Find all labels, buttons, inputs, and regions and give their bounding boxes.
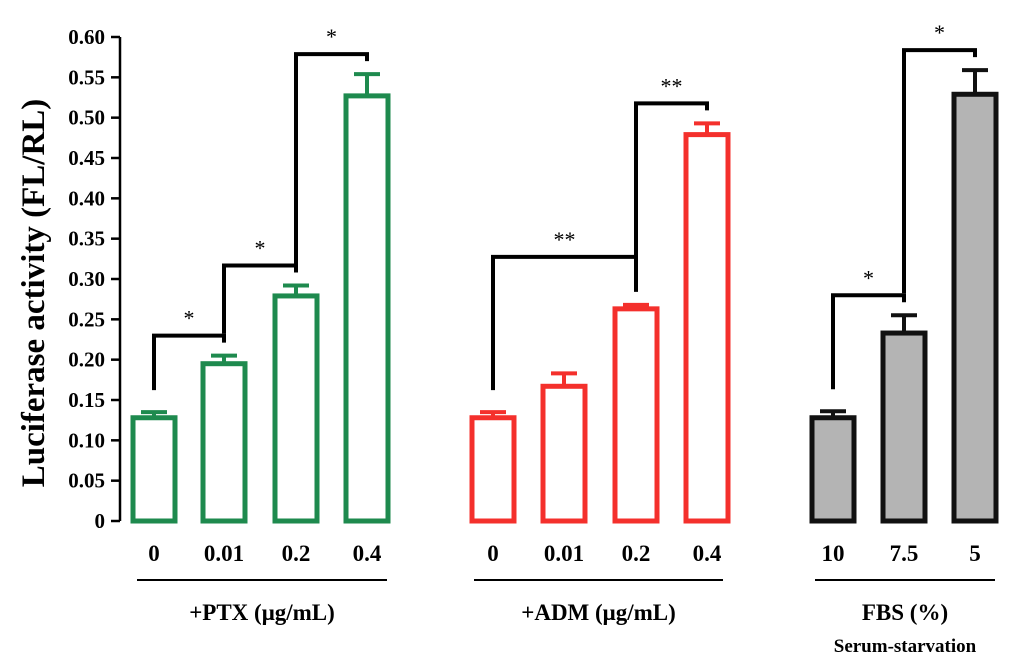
y-tick-label: 0.25 bbox=[68, 307, 105, 331]
y-axis: 0 0.05 0.10 0.15 0.20 0.25 0.30 0.35 0.40 0.45 0.5… bbox=[68, 25, 122, 533]
significance-label: ** bbox=[661, 73, 683, 98]
x-tick-label: 0 bbox=[487, 541, 499, 566]
significance-bracket bbox=[152, 333, 226, 391]
x-tick-label: 0.4 bbox=[353, 541, 382, 566]
y-tick-label: 0.50 bbox=[68, 106, 105, 130]
x-tick-label: 5 bbox=[969, 541, 981, 566]
y-tick-label: 0.20 bbox=[68, 348, 105, 372]
y-tick-label: 0.35 bbox=[68, 227, 105, 251]
x-tick-label: 0 bbox=[148, 541, 160, 566]
bar-0-0 bbox=[130, 415, 178, 524]
x-axis-labels: 0 0.01 0.2 0.4 +PTX (μg/mL) 0 0.01 0.2 0.4 +ADM (… bbox=[137, 541, 995, 657]
x-tick-label: 0.2 bbox=[622, 541, 651, 566]
y-tick-label: 0.10 bbox=[68, 428, 105, 452]
x-tick-label: 0.2 bbox=[282, 541, 311, 566]
significance-label: * bbox=[326, 24, 337, 49]
bar-1-2 bbox=[612, 306, 660, 524]
significance-label: * bbox=[255, 235, 266, 260]
y-axis-title: Luciferase activity (FL/RL) bbox=[16, 99, 52, 488]
group-label: FBS (%) bbox=[862, 600, 948, 625]
bar-1-0 bbox=[469, 415, 517, 524]
significance-bracket bbox=[831, 293, 906, 390]
y-tick-label: 0 bbox=[95, 509, 106, 533]
group-label: +PTX (μg/mL) bbox=[189, 600, 335, 625]
x-tick-label: 0.4 bbox=[693, 541, 722, 566]
bar-0-1 bbox=[200, 361, 248, 524]
bar-1-3 bbox=[683, 132, 731, 524]
y-tick-label: 0.55 bbox=[68, 65, 105, 89]
x-tick-label: 0.01 bbox=[544, 541, 584, 566]
group-sublabel: Serum-starvation bbox=[834, 636, 977, 657]
significance-label: * bbox=[184, 306, 195, 331]
y-tick-label: 0.30 bbox=[68, 267, 105, 291]
y-tick-label: 0.40 bbox=[68, 186, 105, 210]
bar-0-2 bbox=[272, 293, 320, 524]
bars bbox=[130, 68, 999, 524]
significance-brackets: ********* bbox=[152, 20, 977, 391]
bar-0-3 bbox=[343, 93, 391, 524]
significance-bracket bbox=[294, 52, 369, 264]
bar-2-2 bbox=[951, 91, 999, 524]
y-tick-label: 0.45 bbox=[68, 146, 105, 170]
group-label: +ADM (μg/mL) bbox=[521, 600, 676, 625]
bar-2-1 bbox=[880, 330, 928, 524]
bar-2-0 bbox=[809, 415, 857, 524]
x-tick-label: 7.5 bbox=[890, 541, 919, 566]
x-tick-label: 0.01 bbox=[204, 541, 244, 566]
significance-bracket bbox=[634, 101, 709, 283]
significance-bracket bbox=[222, 263, 298, 334]
y-tick-label: 0.60 bbox=[68, 25, 105, 49]
significance-bracket bbox=[902, 48, 977, 294]
significance-label: ** bbox=[554, 227, 576, 252]
bar-1-1 bbox=[540, 383, 588, 524]
y-tick-label: 0.15 bbox=[68, 388, 105, 412]
x-tick-label: 10 bbox=[822, 541, 845, 566]
significance-label: * bbox=[934, 20, 945, 45]
y-tick-label: 0.05 bbox=[68, 469, 105, 493]
significance-label: * bbox=[863, 265, 874, 290]
